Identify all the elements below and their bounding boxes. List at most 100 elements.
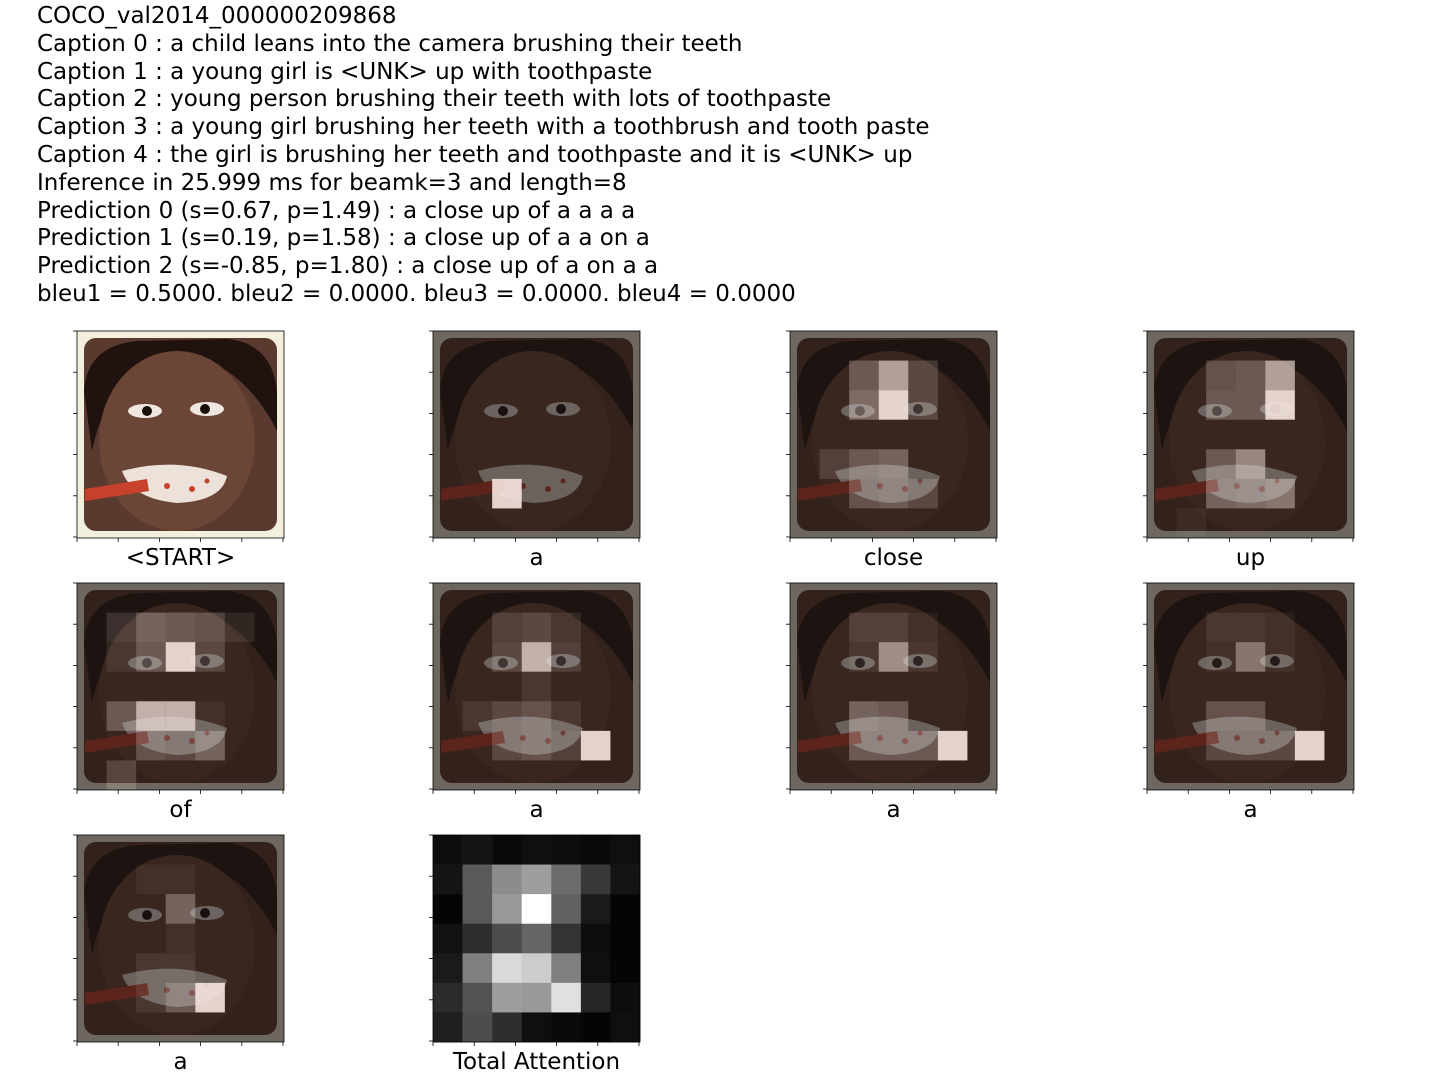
heatmap-cell — [610, 864, 641, 895]
heatmap-cell — [551, 923, 582, 954]
attention-cell — [849, 701, 879, 731]
attention-cell — [195, 982, 225, 1013]
axes-frame — [76, 582, 285, 791]
caption-1: Caption 1 : a young girl is <UNK> up wit… — [37, 58, 653, 85]
axes-frame — [76, 834, 285, 1043]
attention-cell — [521, 671, 552, 702]
axes-frame — [1146, 330, 1355, 539]
attention-cell — [165, 612, 196, 643]
panel-word: a — [529, 545, 544, 571]
attention-cell — [878, 701, 909, 731]
left-pupil — [142, 406, 152, 416]
foam-speck — [189, 486, 195, 492]
heatmap-cell — [551, 894, 582, 925]
attention-cell — [106, 612, 137, 643]
attention-cell — [492, 478, 522, 509]
attention-cell — [195, 612, 225, 643]
attention-cell — [878, 390, 909, 420]
attention-image — [429, 330, 641, 542]
attention-cell — [1294, 730, 1325, 761]
attention-cell — [195, 701, 225, 731]
attention-cell — [165, 982, 196, 1013]
heatmap-cell — [492, 982, 523, 1013]
dark-overlay — [1147, 331, 1354, 538]
dark-overlay — [433, 331, 640, 538]
attention-cell — [551, 701, 581, 731]
attention-cell — [849, 478, 879, 509]
heatmap-cell — [610, 923, 641, 954]
axes-frame — [76, 330, 285, 539]
attention-cell — [878, 449, 909, 479]
heatmap-cell — [492, 835, 523, 865]
attention-cell — [106, 701, 137, 731]
attention-cell — [1206, 612, 1236, 643]
heatmap-cell — [551, 864, 582, 895]
heatmap-cell — [580, 923, 611, 954]
attention-cell — [1235, 730, 1266, 761]
attention-cell — [908, 360, 938, 391]
heatmap-cell — [492, 864, 523, 895]
total-attention-heatmap — [429, 834, 641, 1046]
heatmap-cell — [521, 923, 552, 954]
image-id: COCO_val2014_000000209868 — [37, 3, 397, 29]
attention-cell — [224, 612, 255, 643]
attention-cell — [136, 953, 166, 983]
panel-word: up — [1235, 545, 1266, 571]
attention-cell — [878, 360, 909, 391]
attention-cell — [849, 730, 879, 761]
heatmap-cell — [521, 894, 552, 925]
attention-cell — [849, 390, 879, 420]
attention-cell — [551, 642, 581, 672]
panel-total-attention: Total Attention — [429, 834, 641, 1075]
attention-cell — [1265, 390, 1295, 420]
heatmap-cell — [433, 894, 463, 925]
heatmap-cell — [610, 982, 641, 1013]
axes-frame — [432, 582, 641, 791]
panel-word: a — [529, 797, 544, 823]
heatmap-cell — [551, 982, 582, 1013]
toothpaste-foam — [122, 464, 227, 503]
attention-cell — [195, 730, 225, 761]
attention-image — [1143, 330, 1355, 542]
attention-cell — [165, 701, 196, 731]
attention-cell — [1265, 642, 1295, 672]
attention-cell — [908, 478, 938, 509]
attention-cell — [521, 701, 552, 731]
axes-frame — [432, 834, 641, 1043]
panel-word-6: a — [786, 582, 998, 823]
attention-cell — [908, 642, 938, 672]
attention-cell — [1176, 508, 1207, 538]
attention-cell — [165, 642, 196, 672]
attention-image — [73, 834, 285, 1046]
caption-2: Caption 2 : young person brushing their … — [37, 86, 832, 113]
attention-cell — [462, 701, 493, 731]
attention-cell — [1206, 478, 1236, 509]
heatmap-cell — [492, 894, 523, 925]
dark-overlay — [77, 583, 284, 790]
attention-cell — [1206, 449, 1236, 479]
panel-word: <START> — [125, 545, 236, 571]
axes-frame — [432, 330, 641, 539]
attention-image — [429, 582, 641, 794]
prediction-2: Prediction 2 (s=-0.85, p=1.80) : a close… — [37, 253, 659, 280]
panel-word-2: close — [786, 330, 998, 571]
attention-cell — [908, 390, 938, 420]
panel-word-7: a — [1143, 582, 1355, 823]
heatmap-cell — [521, 982, 552, 1013]
heatmap-cell — [462, 894, 493, 925]
attention-cell — [908, 730, 938, 761]
heatmap-cell — [610, 894, 641, 925]
attention-cell — [878, 730, 909, 761]
attention-cell — [1235, 449, 1266, 479]
attention-cell — [492, 701, 522, 731]
dark-overlay — [77, 835, 284, 1042]
foam-speck — [204, 478, 210, 484]
attention-cell — [1206, 701, 1236, 731]
heatmap-cell — [521, 864, 552, 895]
attention-image — [73, 582, 285, 794]
panel-word: of — [169, 797, 192, 823]
toothbrush — [85, 479, 149, 501]
attention-cell — [165, 894, 196, 924]
heatmap-cell — [462, 982, 493, 1013]
heatmap-cell — [462, 1012, 493, 1043]
